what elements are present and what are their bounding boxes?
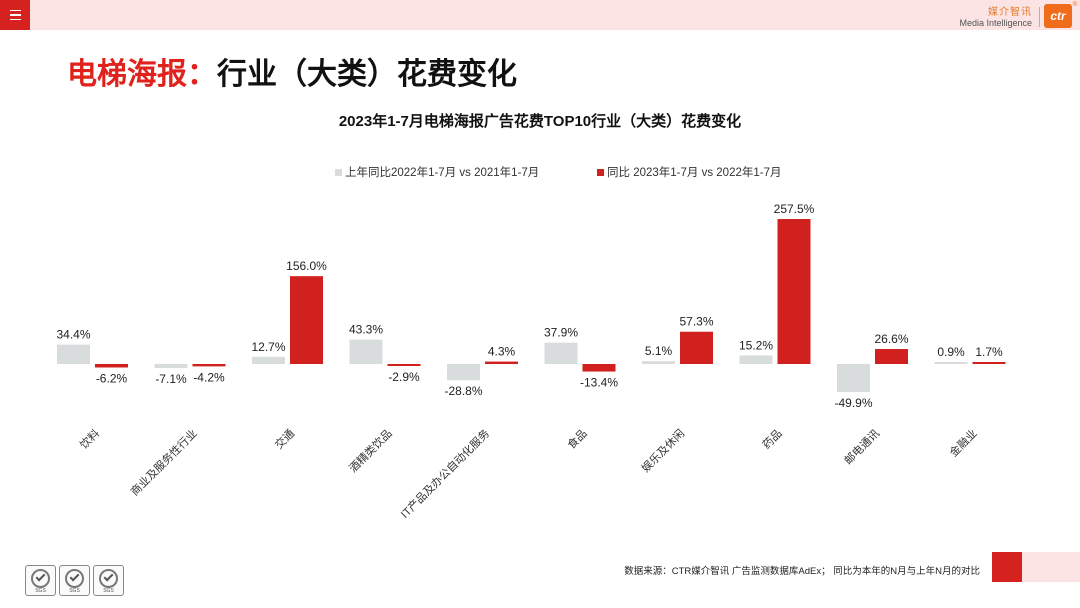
bar-current-year bbox=[290, 276, 323, 364]
bar-current-year bbox=[875, 349, 908, 364]
bar-current-year bbox=[95, 364, 128, 368]
sgs-badge-icon: SGS bbox=[93, 565, 124, 596]
bar-current-year bbox=[972, 362, 1006, 364]
sgs-badge-icon: SGS bbox=[25, 565, 56, 596]
category-label: 商业及服务性行业 bbox=[127, 426, 199, 498]
data-label: -28.8% bbox=[444, 384, 482, 398]
data-label: 4.3% bbox=[488, 345, 516, 359]
category-label: 金融业 bbox=[946, 426, 979, 459]
data-label: -4.2% bbox=[193, 370, 225, 384]
brand-name-en: Media Intelligence bbox=[959, 18, 1032, 28]
bar-prev-year bbox=[252, 356, 285, 364]
bar-prev-year bbox=[934, 362, 968, 364]
top-bar bbox=[0, 0, 1080, 30]
bar-current-year bbox=[680, 331, 713, 364]
legend-swatch bbox=[335, 169, 342, 176]
bar-prev-year bbox=[349, 339, 383, 364]
bar-chart: 上年同比2022年1-7月 vs 2021年1-7月 同比 2023年1-7月 v… bbox=[56, 165, 1006, 521]
category-label: 酒精类饮品 bbox=[346, 426, 395, 475]
data-label: -6.2% bbox=[96, 371, 128, 385]
data-label: 57.3% bbox=[679, 315, 713, 329]
data-label: -49.9% bbox=[834, 396, 872, 410]
category-label: 饮料 bbox=[77, 426, 102, 451]
registered-mark: ® bbox=[1072, 2, 1077, 8]
bar-current-year bbox=[777, 219, 811, 364]
data-label: 34.4% bbox=[56, 328, 90, 342]
data-label: 156.0% bbox=[286, 259, 327, 273]
bar-current-year bbox=[387, 364, 421, 366]
category-label: 食品 bbox=[564, 426, 589, 451]
bar-prev-year bbox=[57, 344, 90, 364]
data-label: 5.1% bbox=[645, 344, 673, 358]
bar-prev-year bbox=[544, 342, 578, 364]
legend-label: 同比 2023年1-7月 vs 2022年1-7月 bbox=[607, 165, 782, 179]
data-label: 257.5% bbox=[774, 202, 815, 216]
sgs-badge-label: SGS bbox=[35, 588, 46, 594]
bar-current-year bbox=[192, 364, 226, 367]
data-label: -2.9% bbox=[388, 370, 420, 384]
page-title-rest: 行业（大类）花费变化 bbox=[217, 58, 517, 91]
bar-current-year bbox=[485, 361, 518, 364]
bar-prev-year bbox=[837, 364, 870, 393]
certification-badges: SGS SGS SGS bbox=[25, 565, 124, 596]
bar-prev-year bbox=[642, 361, 675, 364]
legend-label: 上年同比2022年1-7月 vs 2021年1-7月 bbox=[345, 165, 539, 179]
bar-prev-year bbox=[739, 355, 773, 364]
data-source-note: 数据来源：CTR媒介智讯 广告监测数据库AdEx； 同比为本年的N月与上年N月的… bbox=[624, 566, 980, 577]
bar-prev-year bbox=[154, 364, 188, 368]
footer-accent-red bbox=[992, 552, 1022, 582]
ctr-logo-icon: ctr bbox=[1044, 4, 1072, 28]
category-label: IT产品及办公自动化服务 bbox=[398, 426, 493, 521]
brand: 媒介智讯 Media Intelligence bbox=[959, 7, 1032, 29]
sgs-badge-label: SGS bbox=[69, 588, 80, 594]
chart-title: 2023年1-7月电梯海报广告花费TOP10行业（大类）花费变化 bbox=[338, 113, 742, 130]
category-label: 娱乐及休闲 bbox=[638, 426, 687, 475]
data-label: 37.9% bbox=[544, 326, 578, 340]
data-label: 43.3% bbox=[349, 323, 383, 337]
bar-prev-year bbox=[447, 364, 480, 381]
page-title: 电梯海报：行业（大类）花费变化 bbox=[67, 49, 517, 93]
data-label: 1.7% bbox=[975, 345, 1003, 359]
category-label: 邮电通讯 bbox=[842, 427, 882, 467]
brand-divider bbox=[1039, 7, 1040, 27]
menu-icon[interactable] bbox=[0, 0, 30, 30]
category-label: 交通 bbox=[272, 426, 297, 451]
sgs-badge-label: SGS bbox=[103, 588, 114, 594]
legend-swatch bbox=[597, 169, 604, 176]
data-label: 0.9% bbox=[937, 345, 965, 359]
data-label: -7.1% bbox=[155, 372, 187, 386]
data-label: 12.7% bbox=[251, 340, 285, 354]
bar-current-year bbox=[582, 364, 616, 372]
category-label: 药品 bbox=[760, 427, 785, 452]
data-label: 15.2% bbox=[739, 338, 773, 352]
page-title-highlight: 电梯海报： bbox=[67, 58, 217, 91]
data-label: 26.6% bbox=[874, 332, 908, 346]
data-label: -13.4% bbox=[580, 376, 618, 390]
sgs-badge-icon: SGS bbox=[59, 565, 90, 596]
brand-name-cn: 媒介智讯 bbox=[988, 7, 1032, 18]
footer-accent-pink bbox=[1022, 552, 1080, 582]
